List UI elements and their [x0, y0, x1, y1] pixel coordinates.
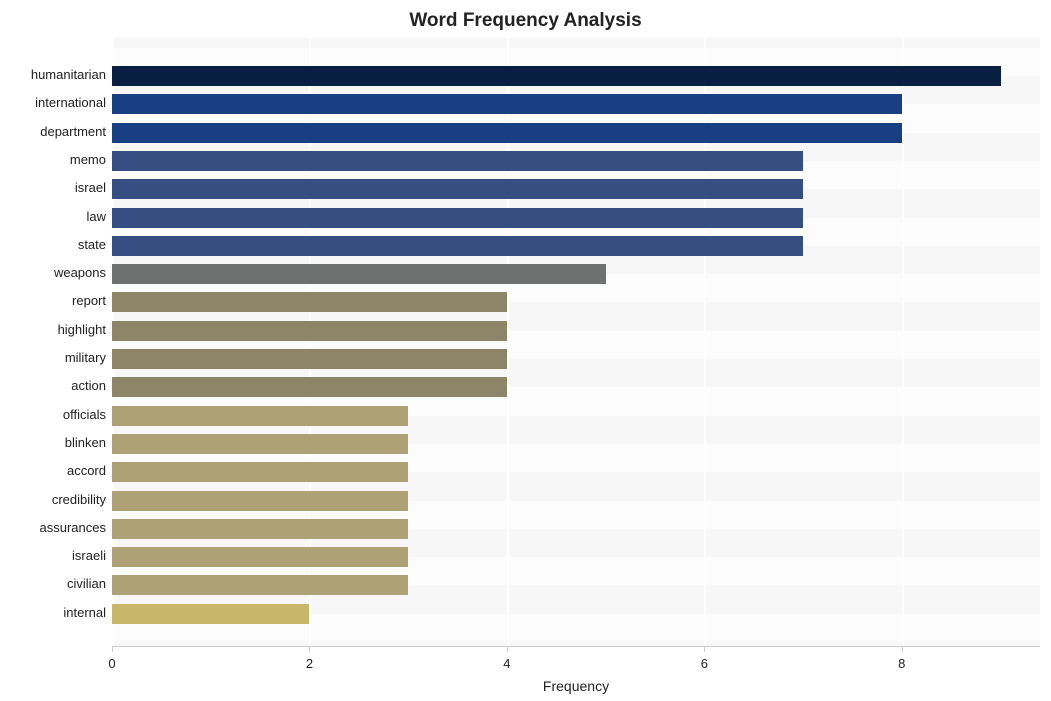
ytick-label: assurances — [0, 520, 106, 535]
ytick-label: state — [0, 237, 106, 252]
plot-area — [112, 38, 1040, 646]
ytick-label: accord — [0, 463, 106, 478]
xtick-label: 4 — [503, 656, 510, 671]
ytick-label: officials — [0, 407, 106, 422]
xtick-mark — [902, 646, 903, 652]
bar — [112, 123, 902, 143]
bar — [112, 208, 803, 228]
xtick-mark — [112, 646, 113, 652]
bar — [112, 462, 408, 482]
ytick-label: military — [0, 350, 106, 365]
bar — [112, 321, 507, 341]
ytick-label: highlight — [0, 322, 106, 337]
bar — [112, 151, 803, 171]
word-frequency-chart: Word Frequency Analysis Frequency humani… — [0, 0, 1051, 701]
ytick-label: action — [0, 378, 106, 393]
ytick-label: civilian — [0, 576, 106, 591]
xtick-label: 2 — [306, 656, 313, 671]
xtick-mark — [309, 646, 310, 652]
ytick-label: blinken — [0, 435, 106, 450]
bar — [112, 491, 408, 511]
bar — [112, 377, 507, 397]
ytick-label: israeli — [0, 548, 106, 563]
bar — [112, 264, 606, 284]
bar — [112, 575, 408, 595]
bar — [112, 604, 309, 624]
bar — [112, 66, 1001, 86]
ytick-label: report — [0, 293, 106, 308]
bar — [112, 94, 902, 114]
ytick-label: international — [0, 95, 106, 110]
ytick-label: humanitarian — [0, 67, 106, 82]
xtick-label: 6 — [701, 656, 708, 671]
bar — [112, 406, 408, 426]
ytick-label: israel — [0, 180, 106, 195]
xtick-label: 0 — [108, 656, 115, 671]
xtick-mark — [704, 646, 705, 652]
bar — [112, 434, 408, 454]
ytick-label: memo — [0, 152, 106, 167]
ytick-label: credibility — [0, 492, 106, 507]
xaxis-label: Frequency — [112, 678, 1040, 694]
bar — [112, 179, 803, 199]
ytick-label: weapons — [0, 265, 106, 280]
bar — [112, 292, 507, 312]
bar — [112, 519, 408, 539]
bar — [112, 349, 507, 369]
ytick-label: internal — [0, 605, 106, 620]
ytick-label: department — [0, 124, 106, 139]
ytick-label: law — [0, 209, 106, 224]
xtick-mark — [507, 646, 508, 652]
bar — [112, 236, 803, 256]
xtick-label: 8 — [898, 656, 905, 671]
chart-title: Word Frequency Analysis — [0, 10, 1051, 32]
bar — [112, 547, 408, 567]
grid-vline — [902, 38, 904, 646]
